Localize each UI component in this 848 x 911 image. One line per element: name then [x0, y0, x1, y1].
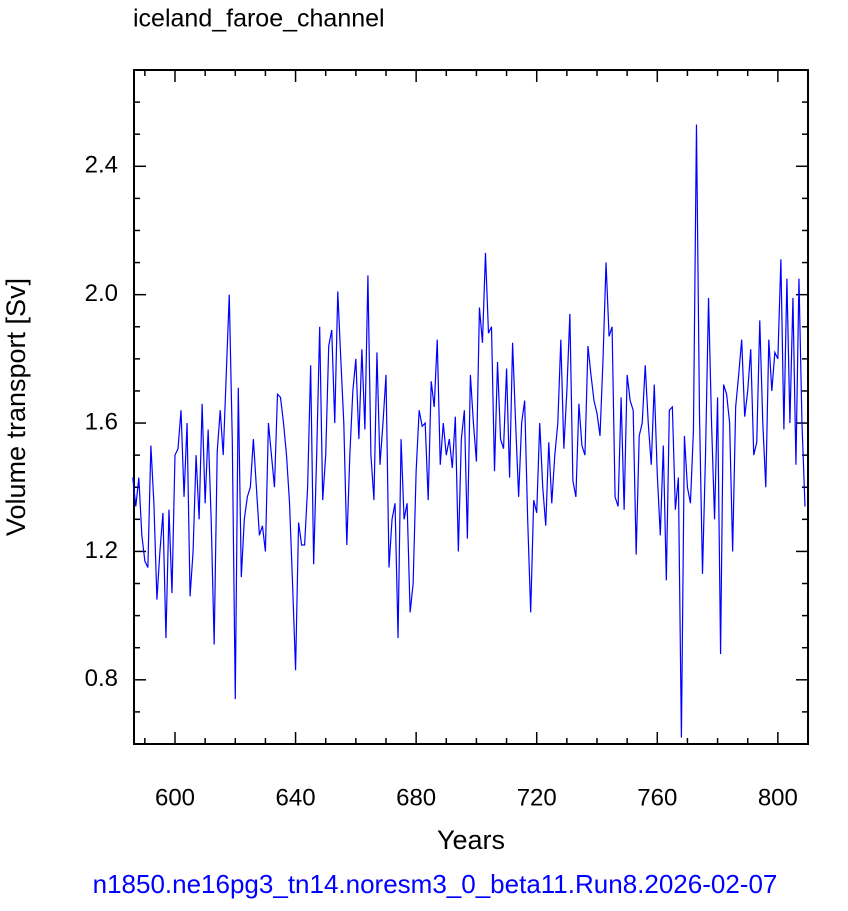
y-tick-label: 1.6	[85, 408, 118, 435]
x-axis-label: Years	[437, 825, 505, 855]
x-tick-label: 720	[517, 784, 557, 811]
footer: n1850.ne16pg3_tn14.noresm3_0_beta11.Run8…	[93, 869, 778, 899]
y-tick-label: 0.8	[85, 665, 118, 692]
y-tick-label: 2.0	[85, 280, 118, 307]
x-tick-label: 800	[758, 784, 798, 811]
x-tick-label: 760	[637, 784, 677, 811]
y-tick-label: 1.2	[85, 537, 118, 564]
x-tick-label: 680	[396, 784, 436, 811]
x-tick-label: 640	[276, 784, 316, 811]
x-tick-label: 600	[155, 784, 195, 811]
y-tick-label: 2.4	[85, 152, 118, 179]
y-axis-label: Volume transport [Sv]	[1, 278, 31, 536]
plot-frame	[133, 69, 809, 745]
data-line	[132, 124, 806, 738]
chart-title: iceland_faroe_channel	[133, 5, 385, 33]
